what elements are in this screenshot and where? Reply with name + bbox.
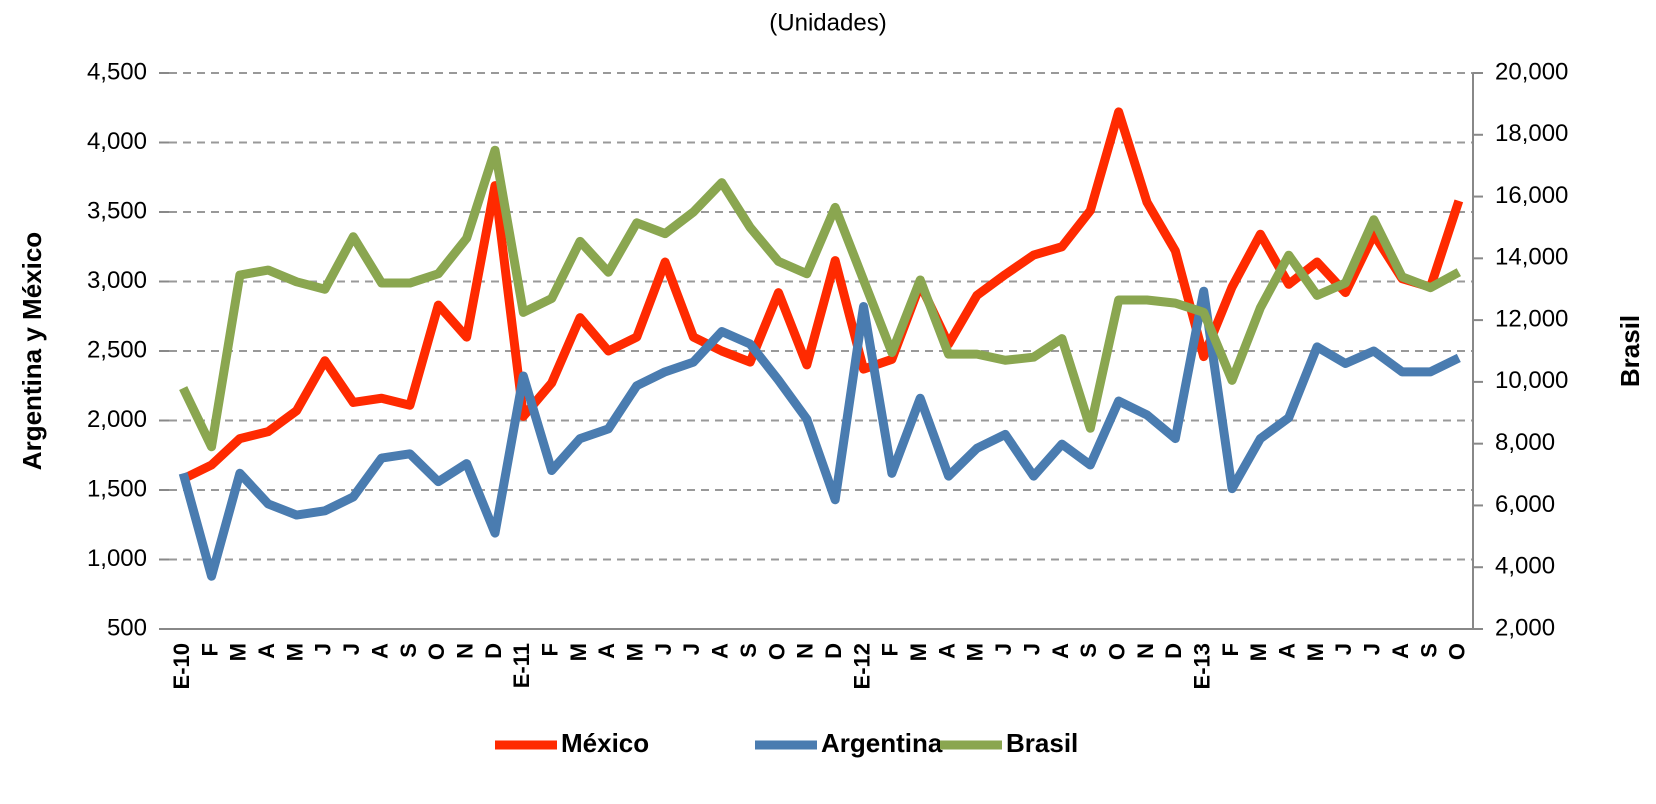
x-tick-label: S — [1416, 643, 1441, 658]
legend-label: Brasil — [1006, 728, 1078, 758]
x-tick-label: S — [1076, 643, 1101, 658]
y-tick-label: 1,500 — [87, 475, 147, 502]
x-tick-label: D — [821, 643, 846, 659]
x-tick-label: F — [1218, 643, 1243, 656]
x-tick-label: M — [1303, 643, 1328, 661]
x-tick-label: O — [1445, 643, 1470, 660]
y2-tick-label: 20,000 — [1495, 58, 1568, 85]
x-tick-label: J — [1360, 643, 1385, 655]
chart-title: (Unidades) — [769, 9, 886, 36]
x-tick-label: D — [481, 643, 506, 659]
x-tick-label: O — [764, 643, 789, 660]
y-tick-label: 2,000 — [87, 406, 147, 433]
y-tick-label: 2,500 — [87, 336, 147, 363]
x-tick-label: E-13 — [1190, 643, 1215, 689]
x-tick-label: M — [226, 643, 251, 661]
y-tick-label: 1,000 — [87, 545, 147, 572]
x-tick-label: M — [566, 643, 591, 661]
y-tick-label: 500 — [107, 614, 147, 641]
y2-tick-label: 2,000 — [1495, 614, 1555, 641]
x-tick-label: N — [452, 643, 477, 659]
x-tick-label: J — [651, 643, 676, 655]
y2-tick-label: 10,000 — [1495, 367, 1568, 394]
x-tick-label: A — [1048, 643, 1073, 659]
x-tick-label: A — [367, 643, 392, 659]
y-axis-title: Argentina y México — [17, 232, 47, 470]
x-tick-label: J — [991, 643, 1016, 655]
x-tick-label: F — [878, 643, 903, 656]
x-tick-label: J — [339, 643, 364, 655]
x-tick-label: S — [736, 643, 761, 658]
x-tick-label: F — [538, 643, 563, 656]
y-tick-label: 3,000 — [87, 267, 147, 294]
x-tick-label: J — [679, 643, 704, 655]
x-tick-label: O — [424, 643, 449, 660]
x-tick-label: M — [282, 643, 307, 661]
y2-tick-label: 4,000 — [1495, 553, 1555, 580]
y-tick-label: 4,000 — [87, 128, 147, 155]
x-tick-label: S — [396, 643, 421, 658]
y2-tick-label: 12,000 — [1495, 305, 1568, 332]
x-tick-label: F — [197, 643, 222, 656]
series-line — [181, 107, 1464, 483]
x-tick-label: E-11 — [509, 643, 534, 688]
x-tick-label: A — [1388, 643, 1413, 659]
x-tick-label: M — [623, 643, 648, 661]
y-tick-label: 4,500 — [87, 58, 147, 85]
y2-axis-title: Brasil — [1615, 315, 1645, 387]
x-tick-label: D — [1161, 643, 1186, 659]
x-tick-label: A — [934, 643, 959, 659]
y-tick-label: 3,500 — [87, 197, 147, 224]
x-tick-label: E-10 — [169, 643, 194, 689]
x-tick-label: A — [1275, 643, 1300, 659]
x-tick-label: N — [1133, 643, 1158, 659]
x-tick-label: M — [963, 643, 988, 661]
x-tick-label: M — [906, 643, 931, 661]
y2-tick-label: 18,000 — [1495, 120, 1568, 147]
legend-label: Argentina — [821, 728, 943, 758]
x-tick-label: A — [254, 643, 279, 659]
y2-tick-label: 8,000 — [1495, 429, 1555, 456]
x-tick-label: J — [311, 643, 336, 655]
series-line — [178, 286, 1461, 581]
x-tick-label: M — [1246, 643, 1271, 661]
series-line — [179, 145, 1461, 452]
x-tick-label: E-12 — [849, 643, 874, 689]
x-tick-label: J — [1331, 643, 1356, 655]
y2-tick-label: 6,000 — [1495, 491, 1555, 518]
y2-tick-label: 16,000 — [1495, 182, 1568, 209]
x-tick-label: A — [708, 643, 733, 659]
x-tick-label: A — [594, 643, 619, 659]
x-tick-label: J — [1019, 643, 1044, 655]
x-tick-label: O — [1104, 643, 1129, 660]
x-tick-label: N — [793, 643, 818, 659]
legend-label: México — [561, 728, 649, 758]
y2-tick-label: 14,000 — [1495, 244, 1568, 271]
